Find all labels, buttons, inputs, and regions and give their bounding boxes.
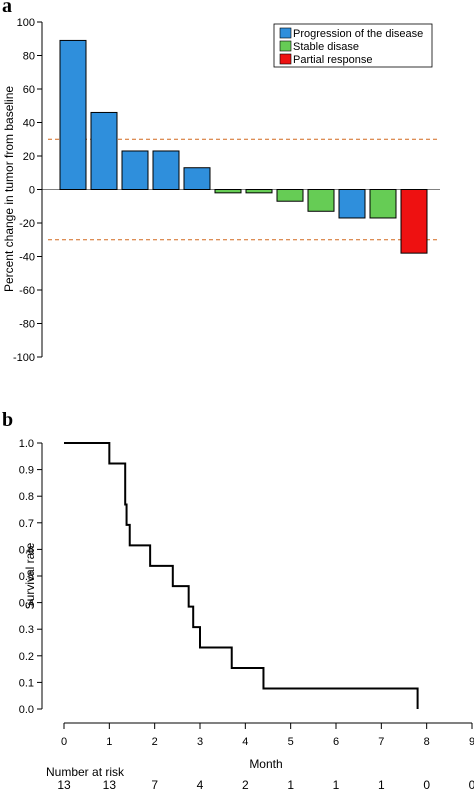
x-tick-label: 4 xyxy=(242,736,248,748)
panel-b-y-axis-title: Survival rate xyxy=(23,542,37,609)
y-tick-label: -80 xyxy=(19,319,35,331)
y-tick-label: 20 xyxy=(23,151,35,163)
x-tick-label: 8 xyxy=(424,736,430,748)
x-tick-label: 5 xyxy=(288,736,294,748)
y-tick-label: 100 xyxy=(17,17,35,29)
panel-b: b 0.0 0.1 0.2 0.3 0.4 0.5 0.6 0.7 0.8 0.9 1.0 0 1 2 3… xyxy=(2,409,474,789)
y-tick-label: -40 xyxy=(19,252,35,264)
y-tick-label: 0.6 xyxy=(19,544,34,556)
x-tick-label: 7 xyxy=(378,736,384,748)
y-tick-label: 0.0 xyxy=(19,704,34,716)
bar xyxy=(276,189,304,202)
risk-count: 1 xyxy=(333,778,340,789)
y-tick-label: 0.7 xyxy=(19,518,34,530)
survival-curve xyxy=(64,442,419,709)
x-tick-label: 2 xyxy=(152,736,158,748)
y-tick-label: 0.9 xyxy=(19,465,34,477)
y-tick-label: 0.5 xyxy=(19,571,34,583)
bar xyxy=(369,189,397,219)
legend-box xyxy=(273,23,433,68)
risk-count: 0 xyxy=(423,778,430,789)
panel-b-letter: b xyxy=(2,409,13,431)
panel-a: a -100 -80 -60 -40 -20 0 20 40 60 80 100 Percent c… xyxy=(2,0,440,364)
y-tick-label: 0 xyxy=(29,185,35,197)
panel-b-x-axis-title: Month xyxy=(249,757,282,771)
y-tick-label: 0.1 xyxy=(19,677,34,689)
bar xyxy=(214,189,242,194)
panel-a-y-ticks: -100 -80 -60 -40 -20 0 20 40 60 80 100 xyxy=(13,17,42,364)
legend-label-progression: Progression of the disease xyxy=(293,28,423,40)
bar xyxy=(400,189,428,254)
risk-table-label: Number at risk xyxy=(46,765,125,779)
bar xyxy=(245,189,273,194)
x-tick-label: 3 xyxy=(197,736,203,748)
panel-b-y-ticks: 0.0 0.1 0.2 0.3 0.4 0.5 0.6 0.7 0.8 0.9 1.0 xyxy=(19,438,42,716)
y-tick-label: 1.0 xyxy=(19,438,34,450)
legend-swatch-stable xyxy=(279,40,292,52)
risk-count: 2 xyxy=(242,778,249,789)
y-tick-label: 0.8 xyxy=(19,491,34,503)
y-tick-label: -100 xyxy=(13,352,35,364)
x-tick-label: 1 xyxy=(106,736,112,748)
legend-swatch-progression xyxy=(279,27,292,39)
legend-label-stable: Stable disase xyxy=(293,41,359,53)
risk-count: 1 xyxy=(287,778,294,789)
legend-swatch-partial-response xyxy=(279,53,292,65)
panel-a-letter: a xyxy=(2,0,12,17)
panel-b-x-ticks: 0 1 2 3 4 5 6 7 8 9 xyxy=(61,723,474,748)
bar xyxy=(338,189,366,219)
risk-count: 4 xyxy=(197,778,204,789)
bar xyxy=(121,150,149,191)
x-tick-label: 6 xyxy=(333,736,339,748)
bar xyxy=(183,167,211,191)
y-tick-label: 0.3 xyxy=(19,624,34,636)
y-tick-label: 60 xyxy=(23,84,35,96)
y-tick-label: 0.4 xyxy=(19,598,34,610)
panel-a-legend: Progression of the disease Stable disase… xyxy=(273,23,433,68)
y-tick-label: 0.2 xyxy=(19,651,34,663)
x-tick-label: 0 xyxy=(61,736,67,748)
y-tick-label: -60 xyxy=(19,285,35,297)
panel-a-y-axis-title: Percent change in tumor from baseline xyxy=(2,86,16,292)
bar xyxy=(152,150,180,191)
legend-label-partial-response: Partial response xyxy=(293,54,373,66)
bar xyxy=(307,189,335,212)
risk-table-counts: 13 13 7 4 2 1 1 1 0 0 xyxy=(57,778,474,789)
bar xyxy=(59,39,87,190)
y-tick-label: 80 xyxy=(23,51,35,63)
risk-count: 13 xyxy=(57,778,71,789)
risk-count: 1 xyxy=(378,778,385,789)
risk-count: 7 xyxy=(151,778,158,789)
y-tick-label: 40 xyxy=(23,118,35,130)
panel-a-bars xyxy=(42,39,440,254)
risk-count: 0 xyxy=(469,778,474,789)
risk-count: 13 xyxy=(103,778,117,789)
x-tick-label: 9 xyxy=(469,736,474,748)
bar xyxy=(90,111,118,190)
y-tick-label: -20 xyxy=(19,218,35,230)
